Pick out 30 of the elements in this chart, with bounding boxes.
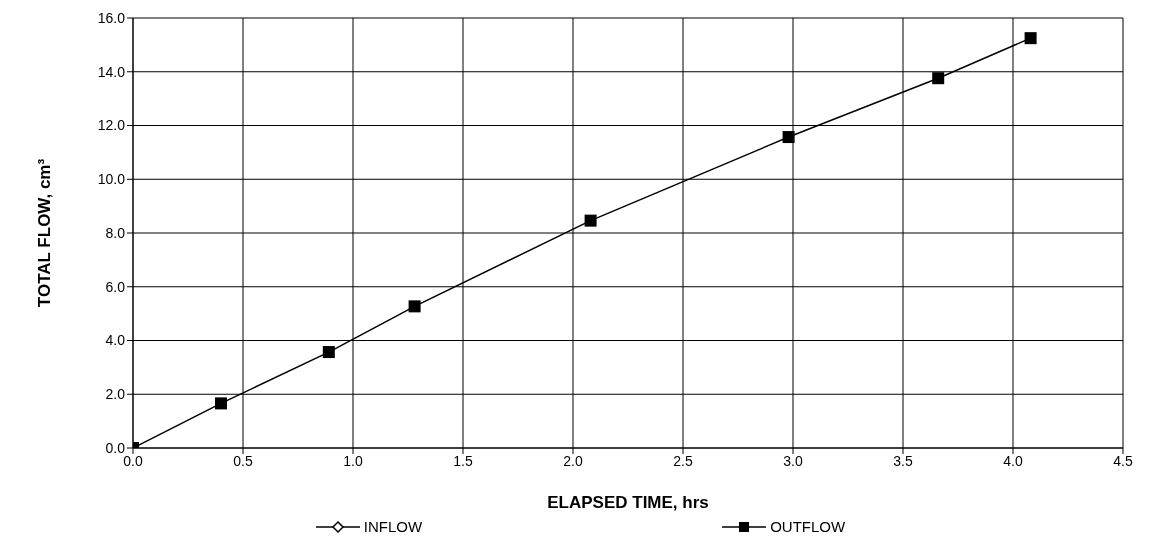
- point: [932, 72, 945, 85]
- legend-label: INFLOW: [363, 518, 423, 535]
- y-tick-label: 2.0: [105, 386, 126, 403]
- x-tick-label: 3.5: [893, 452, 913, 469]
- point: [408, 300, 421, 313]
- y-tick-label: 8.0: [105, 224, 126, 241]
- legend-label: OUTFLOW: [770, 518, 846, 535]
- y-tick-label: 0.0: [105, 439, 126, 456]
- x-tick-label: 3.0: [783, 452, 803, 469]
- y-tick-label: 16.0: [97, 9, 126, 26]
- y-tick-label: 4.0: [105, 332, 126, 349]
- point: [584, 214, 597, 227]
- x-tick-label: 2.5: [673, 452, 693, 469]
- x-tick-label: 0.5: [233, 452, 253, 469]
- x-tick-label: 1.5: [453, 452, 473, 469]
- point: [215, 397, 227, 410]
- y-axis-title: TOTAL FLOW, cm³: [35, 158, 54, 308]
- x-axis-title: ELAPSED TIME, hrs: [547, 493, 709, 512]
- x-tick-label: 4.0: [1003, 452, 1023, 469]
- y-tick-label: 14.0: [97, 63, 126, 80]
- x-tick-label: 1.0: [343, 452, 363, 469]
- y-tick-label: 12.0: [97, 117, 126, 134]
- y-tick-label: 10.0: [97, 171, 126, 188]
- x-tick-label: 0.0: [123, 452, 143, 469]
- y-tick-label: 6.0: [105, 278, 126, 295]
- point: [1024, 32, 1037, 45]
- x-tick-label: 4.5: [1113, 452, 1133, 469]
- x-tick-label: 2.0: [563, 452, 583, 469]
- point: [782, 131, 795, 144]
- point: [322, 346, 335, 359]
